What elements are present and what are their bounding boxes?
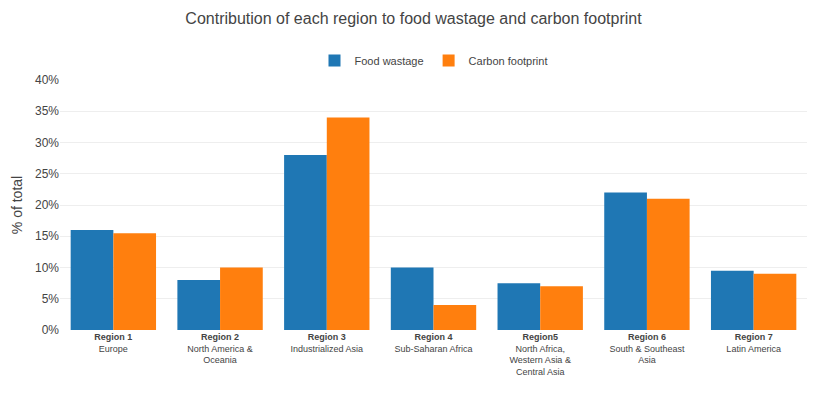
svg-text:25%: 25% — [35, 167, 59, 181]
svg-text:35%: 35% — [35, 104, 59, 118]
svg-text:Region5North Africa,Western As: Region5North Africa,Western Asia &Centra… — [510, 332, 571, 377]
svg-text:10%: 10% — [35, 261, 59, 275]
svg-text:15%: 15% — [35, 229, 59, 243]
svg-text:Region 3Industrialized Asia: Region 3Industrialized Asia — [291, 332, 364, 354]
svg-text:Region 1Europe: Region 1Europe — [94, 332, 132, 354]
svg-text:Carbon footprint: Carbon footprint — [469, 55, 548, 67]
svg-text:Contribution of each region to: Contribution of each region to food wast… — [185, 10, 642, 27]
svg-text:5%: 5% — [42, 292, 60, 306]
svg-text:Region 4Sub-Saharan Africa: Region 4Sub-Saharan Africa — [394, 332, 472, 354]
svg-text:20%: 20% — [35, 198, 59, 212]
svg-text:Food wastage: Food wastage — [355, 55, 424, 67]
svg-text:40%: 40% — [35, 73, 59, 87]
svg-text:% of total: % of total — [9, 176, 25, 234]
svg-text:30%: 30% — [35, 136, 59, 150]
svg-text:0%: 0% — [42, 323, 60, 337]
svg-text:Region 7Latin America: Region 7Latin America — [726, 332, 781, 354]
svg-text:Region 6South & SoutheastAsia: Region 6South & SoutheastAsia — [609, 332, 685, 365]
svg-text:Region 2North America &Oceania: Region 2North America &Oceania — [187, 332, 253, 365]
